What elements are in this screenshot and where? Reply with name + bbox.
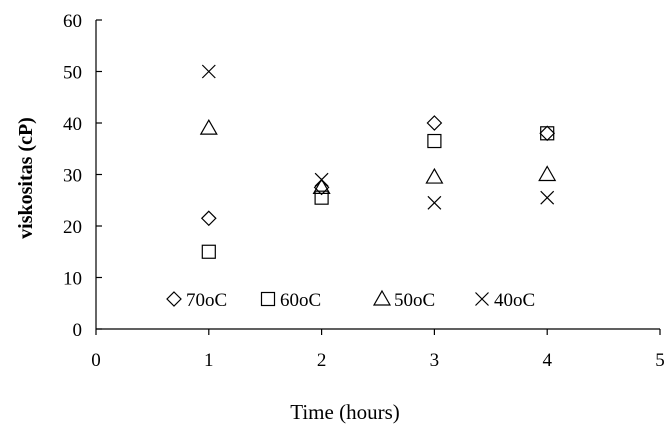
legend-label: 70oC: [186, 290, 227, 311]
data-point-square: [540, 126, 555, 141]
x-tick-label: 1: [204, 350, 214, 371]
data-point-diamond: [539, 125, 556, 142]
legend-marker-square: [260, 291, 276, 307]
data-point-cross: [201, 64, 216, 79]
y-tick-label: 60: [63, 11, 82, 32]
legend-marker-diamond: [166, 291, 182, 307]
x-axis-title: Time (hours): [290, 400, 399, 424]
x-tick-label: 5: [655, 350, 665, 371]
data-point-triangle: [425, 167, 444, 184]
legend-label: 50oC: [394, 290, 435, 311]
data-point-cross: [314, 172, 329, 187]
data-point-cross: [540, 190, 555, 205]
x-tick-label: 2: [317, 350, 327, 371]
y-tick-label: 50: [63, 63, 82, 84]
x-tick-label: 0: [91, 350, 101, 371]
tick-labels: 0 10 20 30 40 50 60 0 1 2 3 4 5: [63, 11, 665, 371]
axes: [95, 20, 660, 330]
y-tick-label: 30: [63, 166, 82, 187]
data-point-triangle: [312, 178, 331, 194]
data-point-cross: [427, 195, 442, 210]
legend: 70oC 60oC 50oC 40oC: [166, 289, 535, 311]
x-tick-label: 3: [430, 350, 440, 371]
data-point-square: [201, 244, 216, 259]
legend-label: 60oC: [280, 290, 321, 311]
data-point-triangle: [538, 165, 557, 182]
legend-marker-triangle: [372, 289, 392, 306]
data-point-square: [427, 133, 442, 149]
y-tick-label: 0: [73, 320, 83, 341]
x-tick-label: 4: [542, 350, 552, 371]
data-point-square: [314, 190, 329, 205]
data-point-triangle: [199, 118, 218, 135]
y-tick-label: 20: [63, 217, 82, 238]
ticks: [95, 19, 661, 335]
data-points: [199, 64, 557, 259]
y-axis-title: viskositas (cP): [15, 117, 37, 239]
y-tick-label: 10: [63, 269, 82, 290]
legend-marker-cross: [475, 292, 489, 306]
legend-label: 40oC: [494, 290, 535, 311]
y-tick-label: 40: [63, 114, 82, 135]
data-point-diamond: [426, 115, 443, 131]
data-point-diamond: [200, 210, 217, 227]
